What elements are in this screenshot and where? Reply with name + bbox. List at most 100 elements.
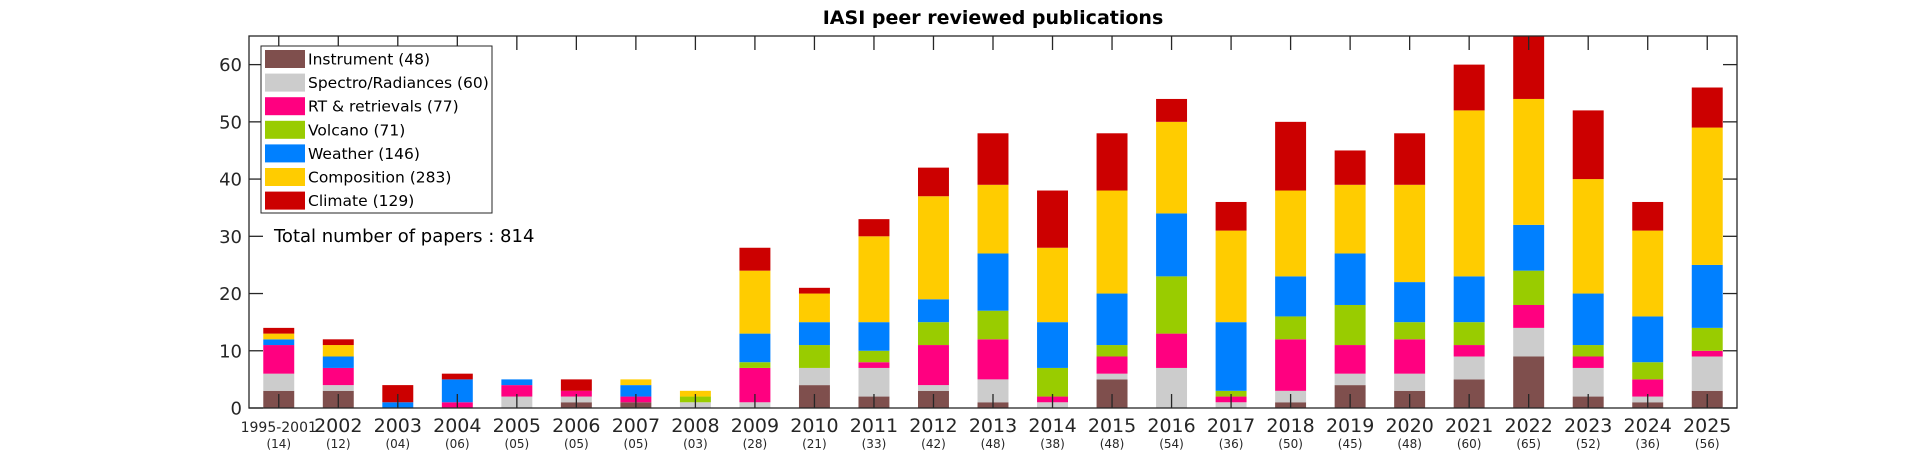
x-tick-label: 2022 — [1505, 415, 1553, 437]
bar-segment-spectro-radiances-2023 — [1572, 367, 1604, 397]
bar-segment-composition-2018 — [1275, 190, 1307, 277]
legend-swatch-weather — [265, 144, 305, 163]
bar-segment-composition-2011 — [858, 236, 890, 323]
bar-segment-climate-2019 — [1334, 150, 1366, 185]
bar-segment-climate-1995-2001 — [263, 327, 295, 334]
bar-segment-rt-retrievals-2002 — [322, 367, 354, 386]
x-count-label: (38) — [1040, 437, 1065, 451]
x-tick-labels: 1995-2001(14) 2002(12) 2003(04) 2004(06) 200… — [241, 415, 1732, 451]
bar-segment-composition-2019 — [1334, 184, 1366, 254]
legend-swatch-instrument — [265, 50, 305, 68]
x-count-label: (14) — [266, 437, 291, 451]
bar-segment-composition-2024 — [1632, 230, 1664, 317]
x-count-label: (03) — [683, 437, 708, 451]
bar-segment-rt-retrievals-2020 — [1394, 339, 1426, 374]
x-tick-label: 2006 — [552, 415, 600, 437]
bar-segment-composition-2015 — [1096, 190, 1128, 294]
bar-segment-weather-2016 — [1156, 213, 1188, 277]
bar-segment-weather-2014 — [1037, 322, 1068, 368]
bar-segment-rt-retrievals-2015 — [1096, 356, 1128, 374]
y-tick-label: 10 — [219, 341, 242, 362]
bar-segment-climate-2020 — [1394, 133, 1426, 185]
bar-segment-weather-2025 — [1691, 264, 1723, 328]
bar-segment-composition-2025 — [1691, 127, 1723, 265]
bar-segment-composition-2002 — [322, 345, 354, 357]
bar-segment-climate-2011 — [858, 219, 890, 237]
bar-segment-volcano-2019 — [1334, 304, 1366, 346]
legend: Instrument (48) Spectro/Radiances (60) RT … — [260, 45, 493, 214]
x-tick-label: 2005 — [493, 415, 541, 437]
bar-segment-volcano-2014 — [1037, 367, 1068, 397]
x-tick-label: 2009 — [731, 415, 779, 437]
x-count-label: (45) — [1338, 437, 1363, 451]
bar-segment-climate-2013 — [977, 133, 1009, 185]
x-count-label: (04) — [385, 437, 410, 451]
x-tick-label: 2007 — [612, 415, 660, 437]
bars-layer — [263, 36, 1723, 408]
bar-segment-climate-2006 — [560, 379, 592, 391]
bar-segment-weather-2004 — [441, 379, 473, 403]
x-count-label: (36) — [1219, 437, 1244, 451]
x-count-label: (52) — [1576, 437, 1601, 451]
bar-segment-composition-2017 — [1215, 230, 1247, 323]
total-papers-annotation: Total number of papers : 814 — [273, 226, 534, 247]
bar-segment-rt-retrievals-2022 — [1513, 304, 1545, 328]
bar-segment-volcano-2023 — [1572, 345, 1604, 357]
bar-segment-weather-2011 — [858, 322, 890, 351]
y-tick-label: 50 — [219, 112, 242, 133]
x-count-label: (05) — [505, 437, 530, 451]
y-tick-labels: 0 10 20 30 40 50 60 — [219, 55, 242, 419]
y-tick-label: 40 — [219, 170, 242, 191]
x-tick-label: 2002 — [314, 415, 362, 437]
bar-segment-composition-2023 — [1572, 179, 1604, 294]
bar-segment-climate-2021 — [1453, 64, 1485, 111]
bar-segment-weather-2007 — [620, 385, 652, 397]
bar-segment-spectro-radiances-2012 — [918, 385, 949, 391]
bar-segment-climate-2025 — [1691, 87, 1723, 128]
bar-segment-weather-2002 — [322, 356, 354, 368]
bar-segment-spectro-radiances-2015 — [1096, 373, 1128, 380]
x-tick-label: 2023 — [1564, 415, 1612, 437]
bar-segment-rt-retrievals-2016 — [1156, 333, 1188, 368]
bar-segment-composition-2007 — [620, 379, 652, 386]
legend-swatch-volcano — [265, 120, 305, 139]
bar-segment-spectro-radiances-1995-2001 — [263, 373, 295, 391]
bar-segment-composition-2008 — [679, 390, 711, 397]
x-tick-label: 2019 — [1326, 415, 1374, 437]
x-count-label: (54) — [1159, 437, 1184, 451]
x-count-label: (50) — [1278, 437, 1303, 451]
bar-segment-composition-2014 — [1037, 247, 1068, 323]
legend-label-climate: Climate (129) — [308, 192, 414, 210]
bar-segment-volcano-2016 — [1156, 276, 1188, 334]
x-count-label: (60) — [1457, 437, 1482, 451]
bar-segment-weather-2020 — [1394, 282, 1426, 323]
x-count-label: (05) — [624, 437, 649, 451]
x-tick-label: 2003 — [374, 415, 422, 437]
legend-label-rt-retrievals: RT & retrievals (77) — [308, 98, 459, 116]
bar-segment-volcano-2022 — [1513, 270, 1545, 305]
bar-segment-volcano-2013 — [977, 310, 1009, 340]
x-tick-label: 2024 — [1624, 415, 1672, 437]
bar-segment-volcano-2021 — [1453, 322, 1485, 346]
x-tick-label: 2004 — [433, 415, 481, 437]
x-tick-label: 2012 — [909, 415, 957, 437]
bar-segment-weather-2015 — [1096, 293, 1128, 346]
bar-segment-spectro-radiances-2011 — [858, 367, 890, 397]
bar-segment-climate-2016 — [1156, 98, 1188, 122]
bar-segment-spectro-radiances-2020 — [1394, 373, 1426, 391]
bar-segment-rt-retrievals-2024 — [1632, 379, 1664, 397]
x-count-label: (48) — [981, 437, 1006, 451]
bar-segment-spectro-radiances-2002 — [322, 385, 354, 391]
bar-segment-spectro-radiances-2025 — [1691, 356, 1723, 391]
bar-segment-weather-2018 — [1275, 276, 1307, 317]
x-count-label: (06) — [445, 437, 470, 451]
bar-segment-rt-retrievals-2005 — [501, 385, 533, 397]
bar-segment-weather-1995-2001 — [263, 339, 295, 346]
legend-label-volcano: Volcano (71) — [308, 121, 405, 139]
legend-label-instrument: Instrument (48) — [308, 51, 430, 69]
x-count-label: (48) — [1397, 437, 1422, 451]
bar-segment-weather-2017 — [1215, 322, 1247, 391]
x-count-label: (36) — [1635, 437, 1660, 451]
bar-segment-weather-2013 — [977, 253, 1009, 311]
